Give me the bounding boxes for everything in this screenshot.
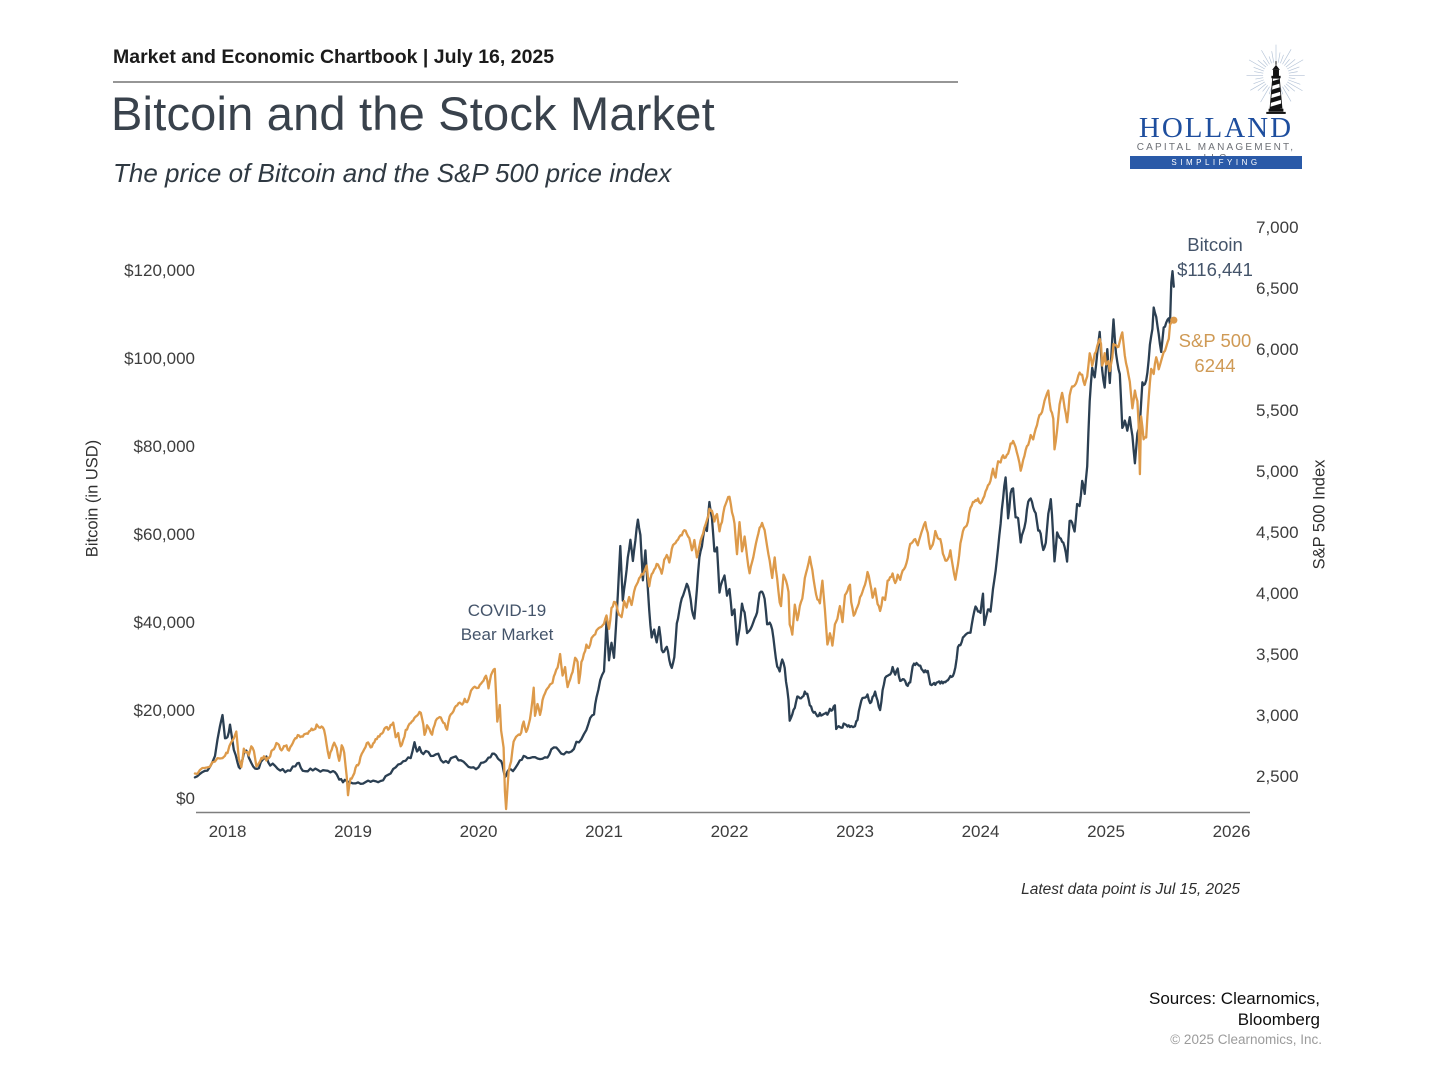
bitcoin-axis-tick: $120,000 bbox=[124, 261, 195, 280]
sunburst-ray bbox=[1280, 54, 1284, 64]
sunburst-ray bbox=[1260, 86, 1270, 103]
year-axis-tick: 2026 bbox=[1212, 822, 1251, 841]
sp500-axis-title: S&P 500 Index bbox=[1310, 459, 1329, 570]
sunburst-ray bbox=[1253, 79, 1264, 84]
sunburst-ray bbox=[1288, 79, 1301, 85]
year-axis-tick: 2023 bbox=[836, 822, 874, 841]
year-axis-tick: 2025 bbox=[1087, 822, 1125, 841]
year-axis-tick: 2019 bbox=[334, 822, 372, 841]
sp500-axis-tick: 5,000 bbox=[1256, 462, 1299, 481]
sunburst-ray bbox=[1261, 50, 1270, 65]
bitcoin-axis-tick: $100,000 bbox=[124, 349, 195, 368]
sunburst-ray bbox=[1257, 83, 1267, 91]
sunburst-ray bbox=[1284, 85, 1290, 92]
sunburst-ray bbox=[1277, 52, 1281, 63]
header-divider bbox=[113, 81, 958, 83]
copyright-text: © 2025 Clearnomics, Inc. bbox=[1170, 1032, 1322, 1047]
bitcoin-label-name: Bitcoin bbox=[1187, 234, 1243, 255]
sp500-axis-tick: 5,500 bbox=[1256, 401, 1299, 420]
sunburst-ray bbox=[1263, 60, 1268, 66]
logo-tagline: SIMPLIFYING COMPLEXITY bbox=[1130, 156, 1302, 180]
sunburst-ray bbox=[1250, 81, 1265, 91]
bitcoin-value-label: Bitcoin $116,441 bbox=[1160, 232, 1270, 282]
bitcoin-axis-tick: $0 bbox=[176, 789, 195, 808]
year-axis-tick: 2020 bbox=[459, 822, 498, 841]
bitcoin-axis-tick: $40,000 bbox=[133, 613, 195, 632]
sunburst-ray bbox=[1257, 59, 1267, 68]
year-axis-tick: 2024 bbox=[961, 822, 1000, 841]
sunburst-ray bbox=[1284, 59, 1290, 66]
covid-annotation: COVID-19 Bear Market bbox=[417, 599, 597, 647]
sunburst-ray bbox=[1288, 71, 1298, 74]
sp500-end-dot bbox=[1170, 316, 1178, 324]
sp500-axis-tick: 7,000 bbox=[1256, 218, 1299, 237]
sunburst-ray bbox=[1248, 59, 1265, 70]
sunburst-ray bbox=[1287, 59, 1304, 70]
sp500-axis-tick: 4,000 bbox=[1256, 584, 1299, 603]
page-subtitle: The price of Bitcoin and the S&P 500 pri… bbox=[113, 158, 672, 188]
sp500-axis-tick: 2,500 bbox=[1256, 767, 1299, 786]
sp500-axis-tick: 3,000 bbox=[1256, 706, 1299, 725]
bitcoin-axis-tick: $60,000 bbox=[133, 525, 195, 544]
covid-annotation-line2: Bear Market bbox=[460, 625, 554, 644]
bitcoin-axis-title: Bitcoin (in USD) bbox=[83, 439, 102, 558]
sunburst-ray bbox=[1254, 71, 1264, 74]
latest-data-note: Latest data point is Jul 15, 2025 bbox=[1021, 881, 1240, 898]
year-axis-tick: 2021 bbox=[585, 822, 623, 841]
sources-text: Sources: Clearnomics, Bloomberg bbox=[1149, 989, 1320, 1030]
sunburst-ray bbox=[1285, 83, 1296, 92]
sunburst-ray bbox=[1253, 67, 1264, 72]
bitcoin-label-value: $116,441 bbox=[1177, 259, 1253, 280]
sp500-axis-tick: 6,500 bbox=[1256, 279, 1299, 298]
sunburst-ray bbox=[1268, 56, 1272, 64]
sp500-label-value: 6244 bbox=[1194, 355, 1236, 376]
sp500-axis-tick: 4,500 bbox=[1256, 523, 1299, 542]
sp500-label-name: S&P 500 bbox=[1178, 330, 1252, 351]
bitcoin-series-line bbox=[193, 270, 1175, 785]
bitcoin-axis-tick: $80,000 bbox=[133, 437, 195, 456]
sunburst-ray bbox=[1255, 77, 1264, 80]
sunburst-ray bbox=[1271, 51, 1275, 63]
year-axis-tick: 2022 bbox=[710, 822, 749, 841]
chartbook-header: Market and Economic Chartbook | July 16,… bbox=[113, 46, 555, 68]
sunburst-ray bbox=[1285, 59, 1296, 68]
holland-logo: HOLLAND CAPITAL MANAGEMENT, LLC SIMPLIFY… bbox=[1130, 44, 1305, 180]
year-axis-tick: 2018 bbox=[208, 822, 247, 841]
sp500-axis-tick: 3,500 bbox=[1256, 645, 1299, 664]
covid-annotation-line1: COVID-19 bbox=[467, 601, 547, 620]
sunburst-ray bbox=[1268, 87, 1272, 95]
logo-wordmark: HOLLAND bbox=[1138, 112, 1294, 144]
sunburst-ray bbox=[1287, 81, 1303, 92]
sunburst-ray bbox=[1280, 87, 1284, 95]
sunburst-ray bbox=[1288, 66, 1300, 72]
lighthouse-icon bbox=[1246, 44, 1305, 114]
sp500-value-label: S&P 500 6244 bbox=[1160, 328, 1270, 378]
sp500-axis-tick: 6,000 bbox=[1256, 340, 1299, 359]
sources-line1: Sources: Clearnomics, bbox=[1148, 989, 1320, 1008]
sunburst-ray bbox=[1262, 85, 1268, 92]
sunburst-ray bbox=[1282, 49, 1292, 65]
sources-line2: Bloomberg bbox=[1237, 1009, 1320, 1029]
sunburst-ray bbox=[1288, 77, 1296, 80]
sp500-series-line bbox=[193, 317, 1175, 811]
page-title: Bitcoin and the Stock Market bbox=[111, 87, 715, 140]
sunburst-ray bbox=[1282, 86, 1292, 102]
bitcoin-axis-tick: $20,000 bbox=[133, 701, 195, 720]
